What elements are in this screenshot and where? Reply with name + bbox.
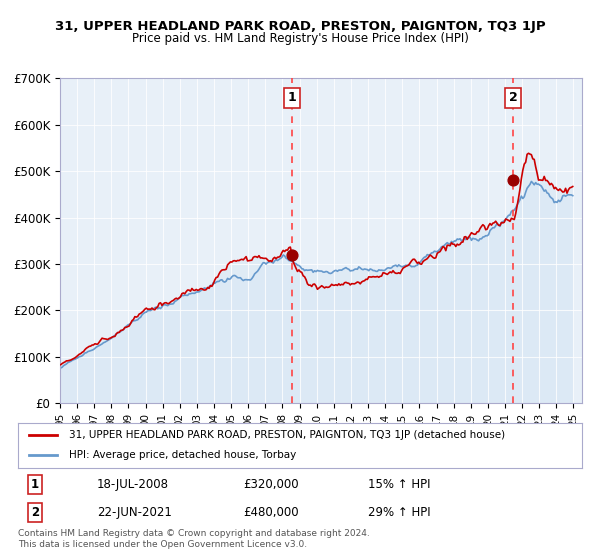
Text: 2: 2 (509, 91, 517, 104)
Text: 31, UPPER HEADLAND PARK ROAD, PRESTON, PAIGNTON, TQ3 1JP: 31, UPPER HEADLAND PARK ROAD, PRESTON, P… (55, 20, 545, 32)
Point (287, 250, 296, 259)
Text: £320,000: £320,000 (244, 478, 299, 491)
Text: 18-JUL-2008: 18-JUL-2008 (97, 478, 169, 491)
Text: Contains HM Land Registry data © Crown copyright and database right 2024.
This d: Contains HM Land Registry data © Crown c… (18, 529, 370, 549)
Text: 1: 1 (31, 478, 39, 491)
Text: 2: 2 (31, 506, 39, 519)
Text: HPI: Average price, detached house, Torbay: HPI: Average price, detached house, Torb… (69, 450, 296, 460)
Text: 22-JUN-2021: 22-JUN-2021 (97, 506, 172, 519)
Text: 31, UPPER HEADLAND PARK ROAD, PRESTON, PAIGNTON, TQ3 1JP (detached house): 31, UPPER HEADLAND PARK ROAD, PRESTON, P… (69, 430, 505, 440)
Text: £480,000: £480,000 (244, 506, 299, 519)
Point (508, 176, 518, 185)
Text: 1: 1 (287, 91, 296, 104)
Text: 15% ↑ HPI: 15% ↑ HPI (368, 478, 430, 491)
Text: Price paid vs. HM Land Registry's House Price Index (HPI): Price paid vs. HM Land Registry's House … (131, 32, 469, 45)
Text: 29% ↑ HPI: 29% ↑ HPI (368, 506, 430, 519)
